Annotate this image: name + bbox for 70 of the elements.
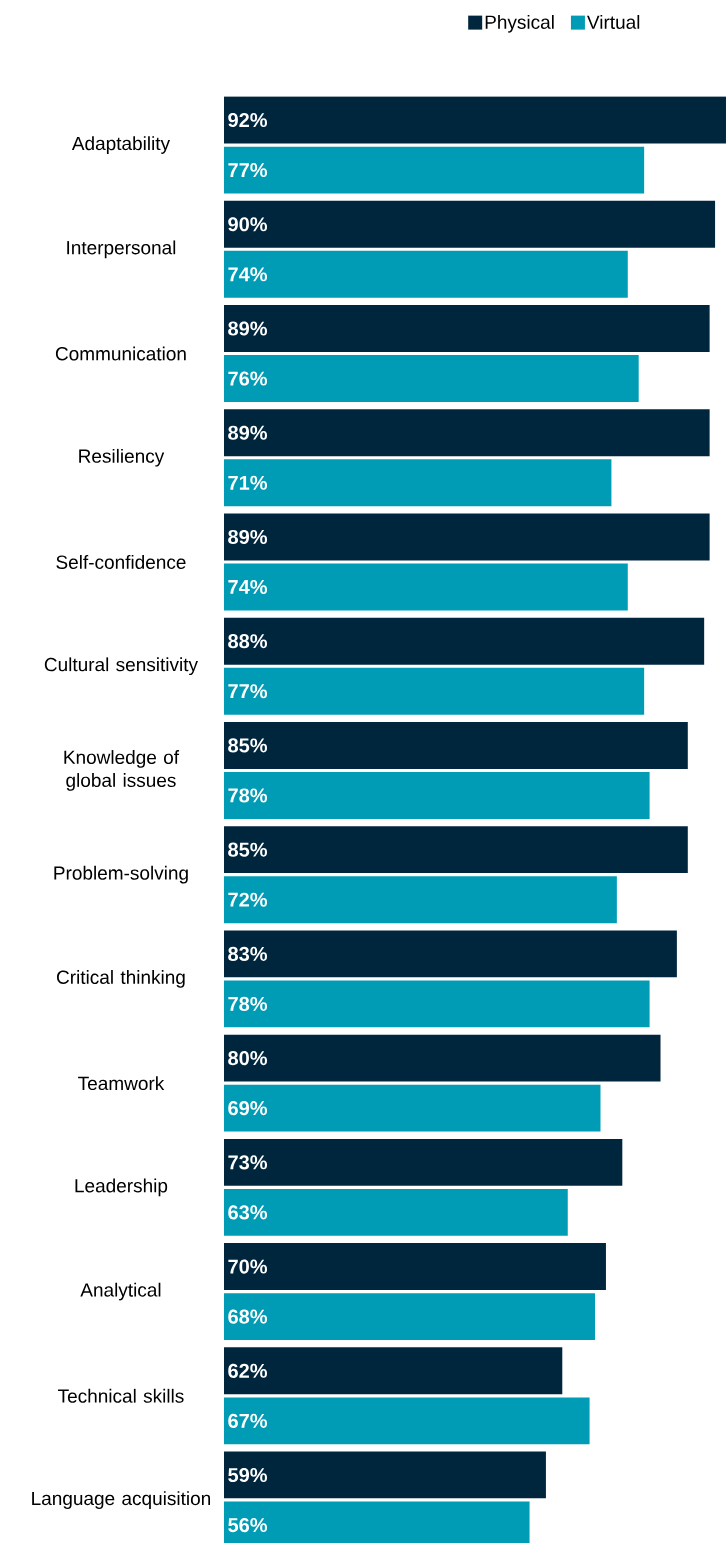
bar bbox=[224, 930, 677, 978]
data-label: 77% bbox=[228, 684, 268, 699]
legend-label: Physical bbox=[485, 14, 554, 33]
y-tick-label: Critical thinking bbox=[56, 970, 185, 988]
bar bbox=[224, 667, 645, 715]
bar bbox=[224, 876, 617, 924]
bar bbox=[224, 96, 726, 144]
bar bbox=[224, 1138, 623, 1186]
data-label: 78% bbox=[228, 996, 268, 1011]
data-label: 59% bbox=[228, 1467, 268, 1483]
bar bbox=[224, 250, 628, 298]
y-tick-label: Problem-solving bbox=[54, 865, 188, 884]
bar bbox=[224, 826, 688, 874]
data-label: 72% bbox=[228, 892, 268, 907]
bar bbox=[224, 355, 639, 402]
data-label: 88% bbox=[228, 634, 268, 649]
y-tick-label: Self-confidence bbox=[56, 555, 186, 569]
y-tick-label: Analytical bbox=[80, 1282, 161, 1301]
data-label: 73% bbox=[228, 1155, 268, 1170]
data-label: 89% bbox=[228, 425, 268, 440]
data-label: 63% bbox=[228, 1205, 268, 1220]
bar bbox=[224, 1243, 606, 1291]
y-tick-label: Language acquisition bbox=[32, 1491, 210, 1509]
data-label: 69% bbox=[228, 1101, 268, 1116]
data-label: 83% bbox=[228, 946, 268, 961]
data-label: 68% bbox=[228, 1309, 268, 1324]
bar bbox=[224, 513, 710, 561]
y-tick-label: Interpersonal bbox=[67, 240, 176, 259]
data-label: 67% bbox=[228, 1413, 268, 1428]
bar bbox=[224, 772, 650, 819]
data-label: 56% bbox=[228, 1518, 268, 1533]
bar bbox=[224, 1084, 601, 1132]
data-label: 74% bbox=[228, 579, 268, 595]
data-label: 78% bbox=[228, 788, 268, 803]
data-label: 77% bbox=[228, 163, 268, 178]
bar bbox=[224, 459, 612, 507]
legend-label: Virtual bbox=[587, 14, 640, 29]
y-tick-label: Adaptability bbox=[71, 136, 171, 154]
bar bbox=[224, 305, 710, 352]
data-label: 76% bbox=[228, 371, 268, 386]
bar bbox=[224, 1293, 596, 1341]
bar bbox=[224, 617, 705, 665]
y-tick-label: Teamwork bbox=[78, 1076, 165, 1091]
bar bbox=[224, 409, 710, 457]
data-label: 80% bbox=[228, 1051, 268, 1066]
y-tick-label: Knowledge of global issues bbox=[64, 750, 180, 791]
data-label: 71% bbox=[228, 475, 268, 490]
bar bbox=[224, 1347, 563, 1395]
bar bbox=[224, 980, 650, 1028]
bar bbox=[224, 1188, 568, 1236]
data-label: 89% bbox=[228, 529, 268, 545]
bar bbox=[224, 563, 628, 611]
data-label: 74% bbox=[228, 267, 268, 282]
data-label: 70% bbox=[228, 1259, 268, 1274]
bar bbox=[224, 1034, 661, 1082]
y-tick-label: Technical skills bbox=[58, 1388, 184, 1403]
data-label: 92% bbox=[228, 112, 268, 128]
y-tick-label: Cultural sensitivity bbox=[44, 657, 198, 676]
y-tick-label: Leadership bbox=[75, 1178, 168, 1197]
data-label: 90% bbox=[228, 217, 268, 232]
data-label: 89% bbox=[228, 321, 268, 336]
bar bbox=[224, 200, 716, 248]
data-label: 62% bbox=[228, 1363, 268, 1378]
y-tick-label: Resiliency bbox=[79, 448, 165, 467]
data-label: 85% bbox=[228, 738, 268, 753]
y-tick-label: Communication bbox=[55, 346, 186, 361]
data-label: 85% bbox=[228, 842, 268, 857]
bar bbox=[224, 146, 645, 194]
bar bbox=[224, 1397, 590, 1445]
bar bbox=[224, 721, 688, 769]
